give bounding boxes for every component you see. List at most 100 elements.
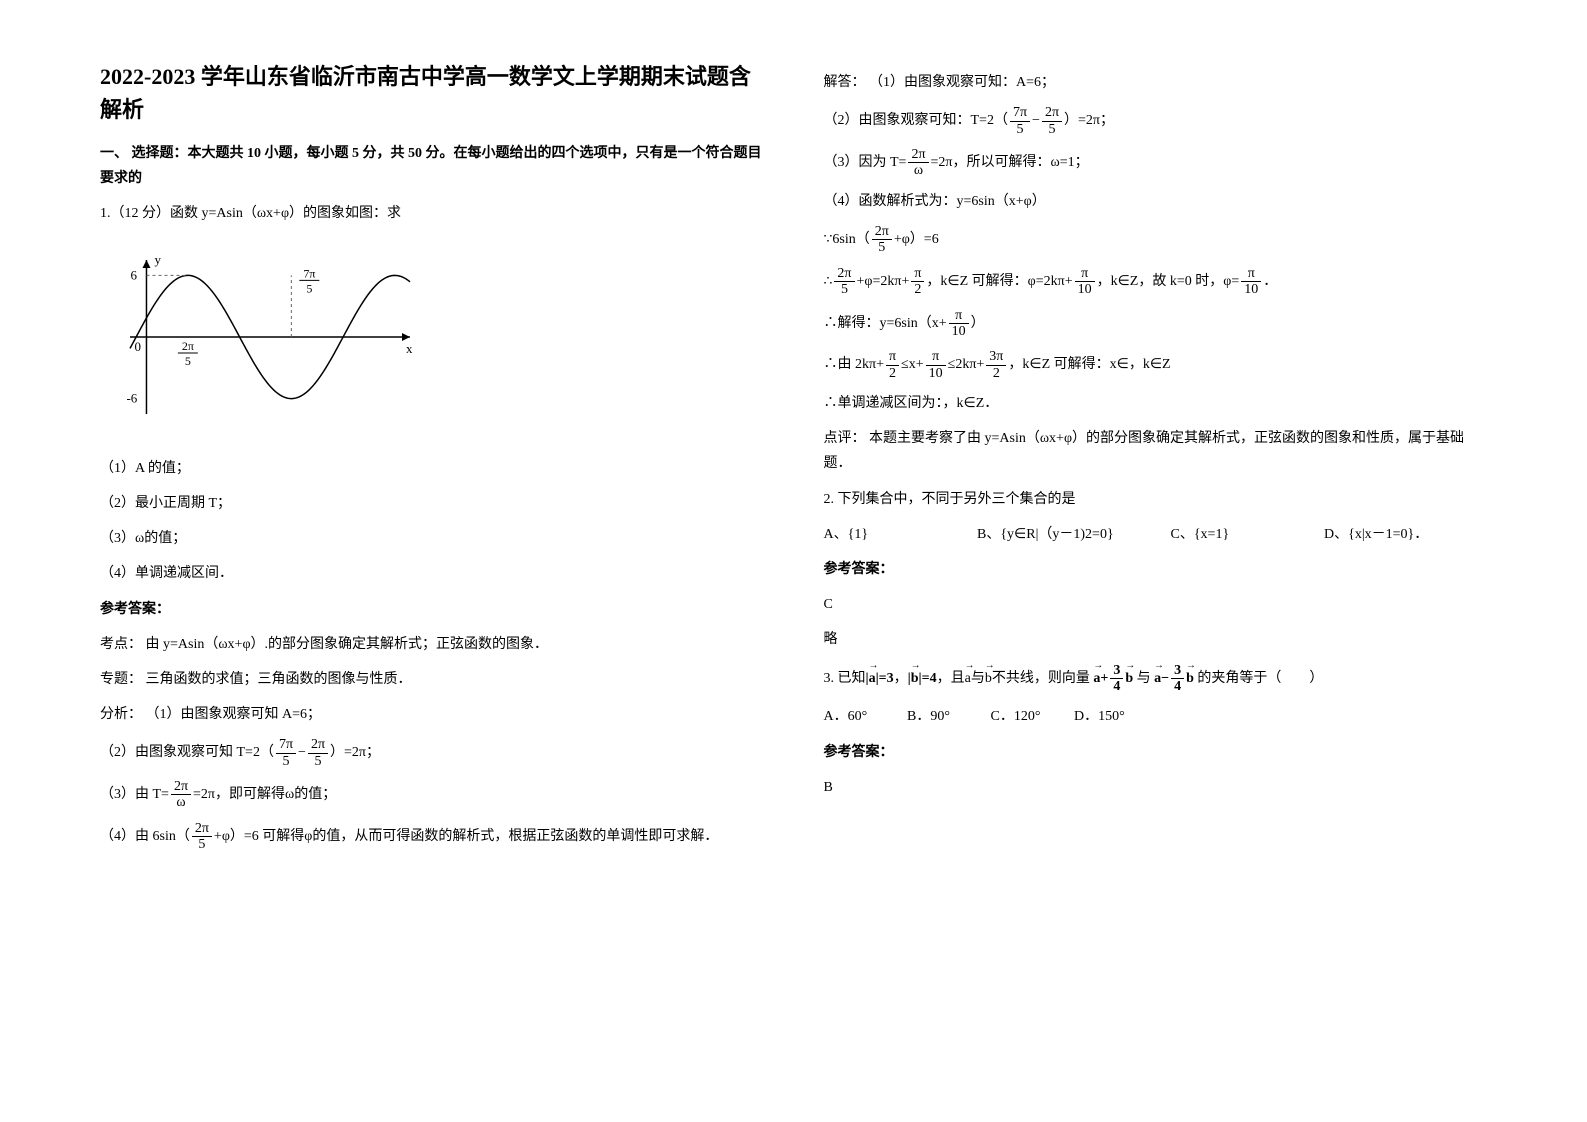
frac-pi2: π2: [911, 266, 924, 298]
svg-text:-6: -6: [126, 390, 137, 405]
q1-sub3: （3）ω的值；: [100, 526, 764, 551]
q1-kaodian: 考点： 由 y=Asin（ωx+φ）.的部分图象确定其解析式；正弦函数的图象．: [100, 632, 764, 657]
q1-zhuanti: 专题： 三角函数的求值；三角函数的图像与性质．: [100, 667, 764, 692]
den: 5: [192, 837, 212, 852]
jieda1-text: （1）由图象观察可知：A=6；: [869, 75, 1055, 90]
left-column: 2022-2023 学年山东省临沂市南古中学高一数学文上学期期末试题含解析 一、…: [100, 60, 764, 863]
fenxi4-pre: （4）由 6sin（: [100, 829, 190, 844]
q3-djj: 的夹角等于（ ）: [1197, 671, 1323, 686]
q1-sub1: （1）A 的值；: [100, 456, 764, 481]
num: π: [926, 349, 946, 365]
vec-a3: a: [1093, 666, 1100, 691]
q1-jieda6: ∴2π5+φ=2kπ+π2，k∈Z 可解得：φ=2kπ+π10，k∈Z，故 k=…: [824, 266, 1488, 298]
jieda8-pre: ∴由 2kπ+: [824, 357, 884, 372]
q3-answer-label: 参考答案：: [824, 740, 1488, 765]
q3-c2: ，且: [937, 671, 965, 686]
q1-jieda3: （3）因为 T=2πω=2π，所以可解得：ω=1；: [824, 147, 1488, 179]
num: 2π: [1042, 105, 1062, 121]
svg-text:5: 5: [306, 281, 312, 295]
den: 5: [834, 282, 854, 297]
num: 3: [1110, 663, 1123, 679]
den: 2: [986, 366, 1006, 381]
q1-sub2: （2）最小正周期 T；: [100, 491, 764, 516]
q1-stem: 1.（12 分）函数 y=Asin（ωx+φ）的图象如图：求: [100, 201, 764, 226]
jieda2-pre: （2）由图象观察可知：T=2（: [824, 113, 1008, 128]
right-column: 解答： （1）由图象观察可知：A=6； （2）由图象观察可知：T=2（7π5−2…: [824, 60, 1488, 863]
q3-answer: B: [824, 775, 1488, 800]
jieda-label: 解答：: [824, 75, 866, 90]
fenxi2-mid: −: [298, 745, 306, 760]
fenxi1-text: （1）由图象观察可知 A=6；: [146, 707, 322, 722]
jieda6-m3: ，k∈Z，故 k=0 时，φ=: [1097, 274, 1240, 289]
num: 2π: [908, 147, 928, 163]
frac-pi2-b: π2: [886, 349, 899, 381]
den: 4: [1171, 679, 1184, 694]
frac-2piw: 2πω: [171, 779, 191, 811]
svg-text:x: x: [406, 341, 413, 356]
frac-pi10: π10: [1075, 266, 1095, 298]
num: 2π: [171, 779, 191, 795]
num: π: [949, 308, 969, 324]
jieda6-pre: ∴: [824, 274, 833, 289]
q1-sub4: （4）单调递减区间．: [100, 561, 764, 586]
fenxi2-post: ）=2π；: [330, 745, 380, 760]
frac-7pi5-b: 7π5: [1010, 105, 1030, 137]
svg-text:2π: 2π: [182, 339, 194, 353]
num: 2π: [872, 224, 892, 240]
q3-e2post: |=4: [919, 671, 937, 686]
q1-fenxi3: （3）由 T=2πω=2π，即可解得ω的值；: [100, 779, 764, 811]
jieda8-m1: ≤x+: [901, 357, 924, 372]
q1-fenxi2: （2）由图象观察可知 T=2（7π5−2π5）=2π；: [100, 737, 764, 769]
num: π: [911, 266, 924, 282]
jieda3-pre: （3）因为 T=: [824, 155, 907, 170]
frac-pi10-d: π10: [926, 349, 946, 381]
q1-answer-label: 参考答案：: [100, 597, 764, 622]
jieda7-post: ）: [971, 316, 985, 331]
q1-jieda2: （2）由图象观察可知：T=2（7π5−2π5）=2π；: [824, 105, 1488, 137]
fenxi3-pre: （3）由 T=: [100, 787, 169, 802]
vec-b: b: [911, 666, 919, 691]
den: 5: [308, 754, 328, 769]
den: 10: [1241, 282, 1261, 297]
q1-jieda4: （4）函数解析式为：y=6sin（x+φ）: [824, 189, 1488, 214]
jieda8-m2: ≤2kπ+: [948, 357, 985, 372]
den: ω: [908, 163, 928, 178]
svg-text:5: 5: [185, 354, 191, 368]
sine-curve-svg: yx6-602π57π5: [100, 242, 420, 432]
q3-optA: A．60°: [824, 704, 904, 729]
frac-2pi5-d: 2π5: [872, 224, 892, 256]
num: π: [886, 349, 899, 365]
den: 10: [1075, 282, 1095, 297]
num: π: [1075, 266, 1095, 282]
den: 2: [886, 366, 899, 381]
q1-dianping: 点评： 本题主要考察了由 y=Asin（ωx+φ）的部分图象确定其解析式，正弦函…: [824, 426, 1488, 476]
q1-jieda8: ∴由 2kπ+π2≤x+π10≤2kπ+3π2，k∈Z 可解得：x∈，k∈Z: [824, 349, 1488, 381]
den: 10: [949, 324, 969, 339]
num: 3: [1171, 663, 1184, 679]
jieda6-m2: ，k∈Z 可解得：φ=2kπ+: [926, 274, 1072, 289]
den: 10: [926, 366, 946, 381]
jieda3-post: =2π，所以可解得：ω=1；: [931, 155, 1089, 170]
num: 2π: [192, 821, 212, 837]
section-1-header: 一、 选择题：本大题共 10 小题，每小题 5 分，共 50 分。在每小题给出的…: [100, 141, 764, 191]
q3-optB: B．90°: [907, 704, 987, 729]
q1-jieda1: 解答： （1）由图象观察可知：A=6；: [824, 70, 1488, 95]
vec-a2: a: [965, 666, 971, 691]
svg-text:6: 6: [130, 267, 137, 282]
den: 5: [276, 754, 296, 769]
q2-lue: 略: [824, 627, 1488, 652]
q3-pre: 3. 已知: [824, 671, 866, 686]
fenxi3-post: =2π，即可解得ω的值；: [193, 787, 336, 802]
q3-c1: ，: [894, 671, 908, 686]
q1-graph: yx6-602π57π5: [100, 242, 764, 441]
svg-text:7π: 7π: [303, 266, 315, 280]
jieda2-mid: −: [1032, 113, 1040, 128]
vec-b4: b: [1186, 666, 1194, 691]
q2-optA: A、{1}: [824, 522, 974, 547]
jieda5-pre: ∵6sin（: [824, 232, 870, 247]
q3-optC: C．120°: [991, 704, 1071, 729]
jieda6-m1: +φ=2kπ+: [857, 274, 910, 289]
fenxi4-post: +φ）=6 可解得φ的值，从而可得函数的解析式，根据正弦函数的单调性即可求解．: [214, 829, 718, 844]
svg-text:0: 0: [134, 339, 141, 354]
num: 7π: [276, 737, 296, 753]
